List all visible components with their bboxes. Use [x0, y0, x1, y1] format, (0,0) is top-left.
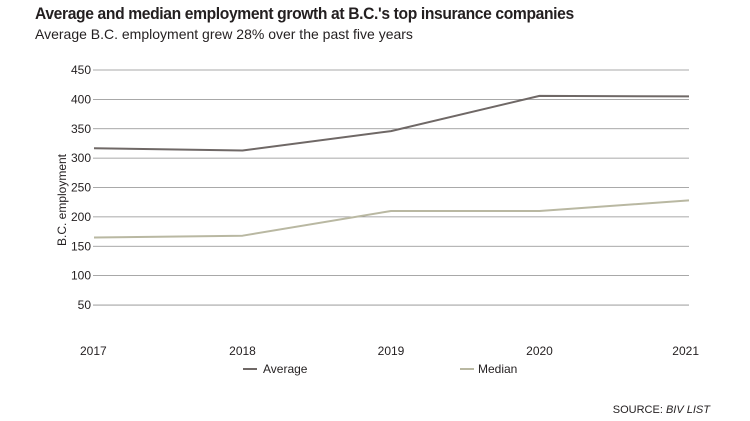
y-axis-ticks: 50 100 150 200 250 300 350 400 450	[71, 63, 91, 312]
y-tick-label-200: 200	[71, 210, 91, 224]
legend-label-average: Average	[263, 362, 308, 376]
legend-label-median: Median	[478, 362, 517, 376]
x-tick-label-2021: 2021	[672, 344, 699, 358]
x-tick-label-2019: 2019	[378, 344, 405, 358]
chart-subtitle: Average B.C. employment grew 28% over th…	[35, 26, 413, 42]
y-tick-label-450: 450	[71, 63, 91, 77]
y-tick-label-50: 50	[78, 298, 92, 312]
legend: Average Median	[243, 362, 517, 376]
y-tick-label-350: 350	[71, 122, 91, 136]
chart-title: Average and median employment growth at …	[35, 4, 574, 23]
source-name: BIV LIST	[665, 404, 710, 416]
series-line-average	[93, 94, 690, 152]
y-tick-label-100: 100	[71, 269, 91, 283]
source-prefix: SOURCE:	[612, 404, 666, 416]
y-tick-label-300: 300	[71, 151, 91, 165]
y-axis-label: B.C. employment	[55, 153, 69, 246]
x-tick-label-2020: 2020	[526, 344, 553, 358]
x-tick-label-2017: 2017	[80, 344, 107, 358]
y-tick-label-150: 150	[71, 239, 91, 253]
x-tick-label-2018: 2018	[229, 344, 256, 358]
y-tick-label-250: 250	[71, 181, 91, 195]
y-tick-label-400: 400	[71, 92, 91, 106]
series-line-median	[93, 199, 690, 239]
legend-item-median: Median	[460, 362, 517, 376]
x-axis-ticks: 2017 2018 2019 2020 2021	[80, 344, 699, 358]
legend-item-average: Average	[243, 362, 308, 376]
series-lines	[93, 94, 690, 239]
source-note: SOURCE: BIV LIST	[613, 404, 710, 416]
grid-lines	[93, 69, 689, 306]
